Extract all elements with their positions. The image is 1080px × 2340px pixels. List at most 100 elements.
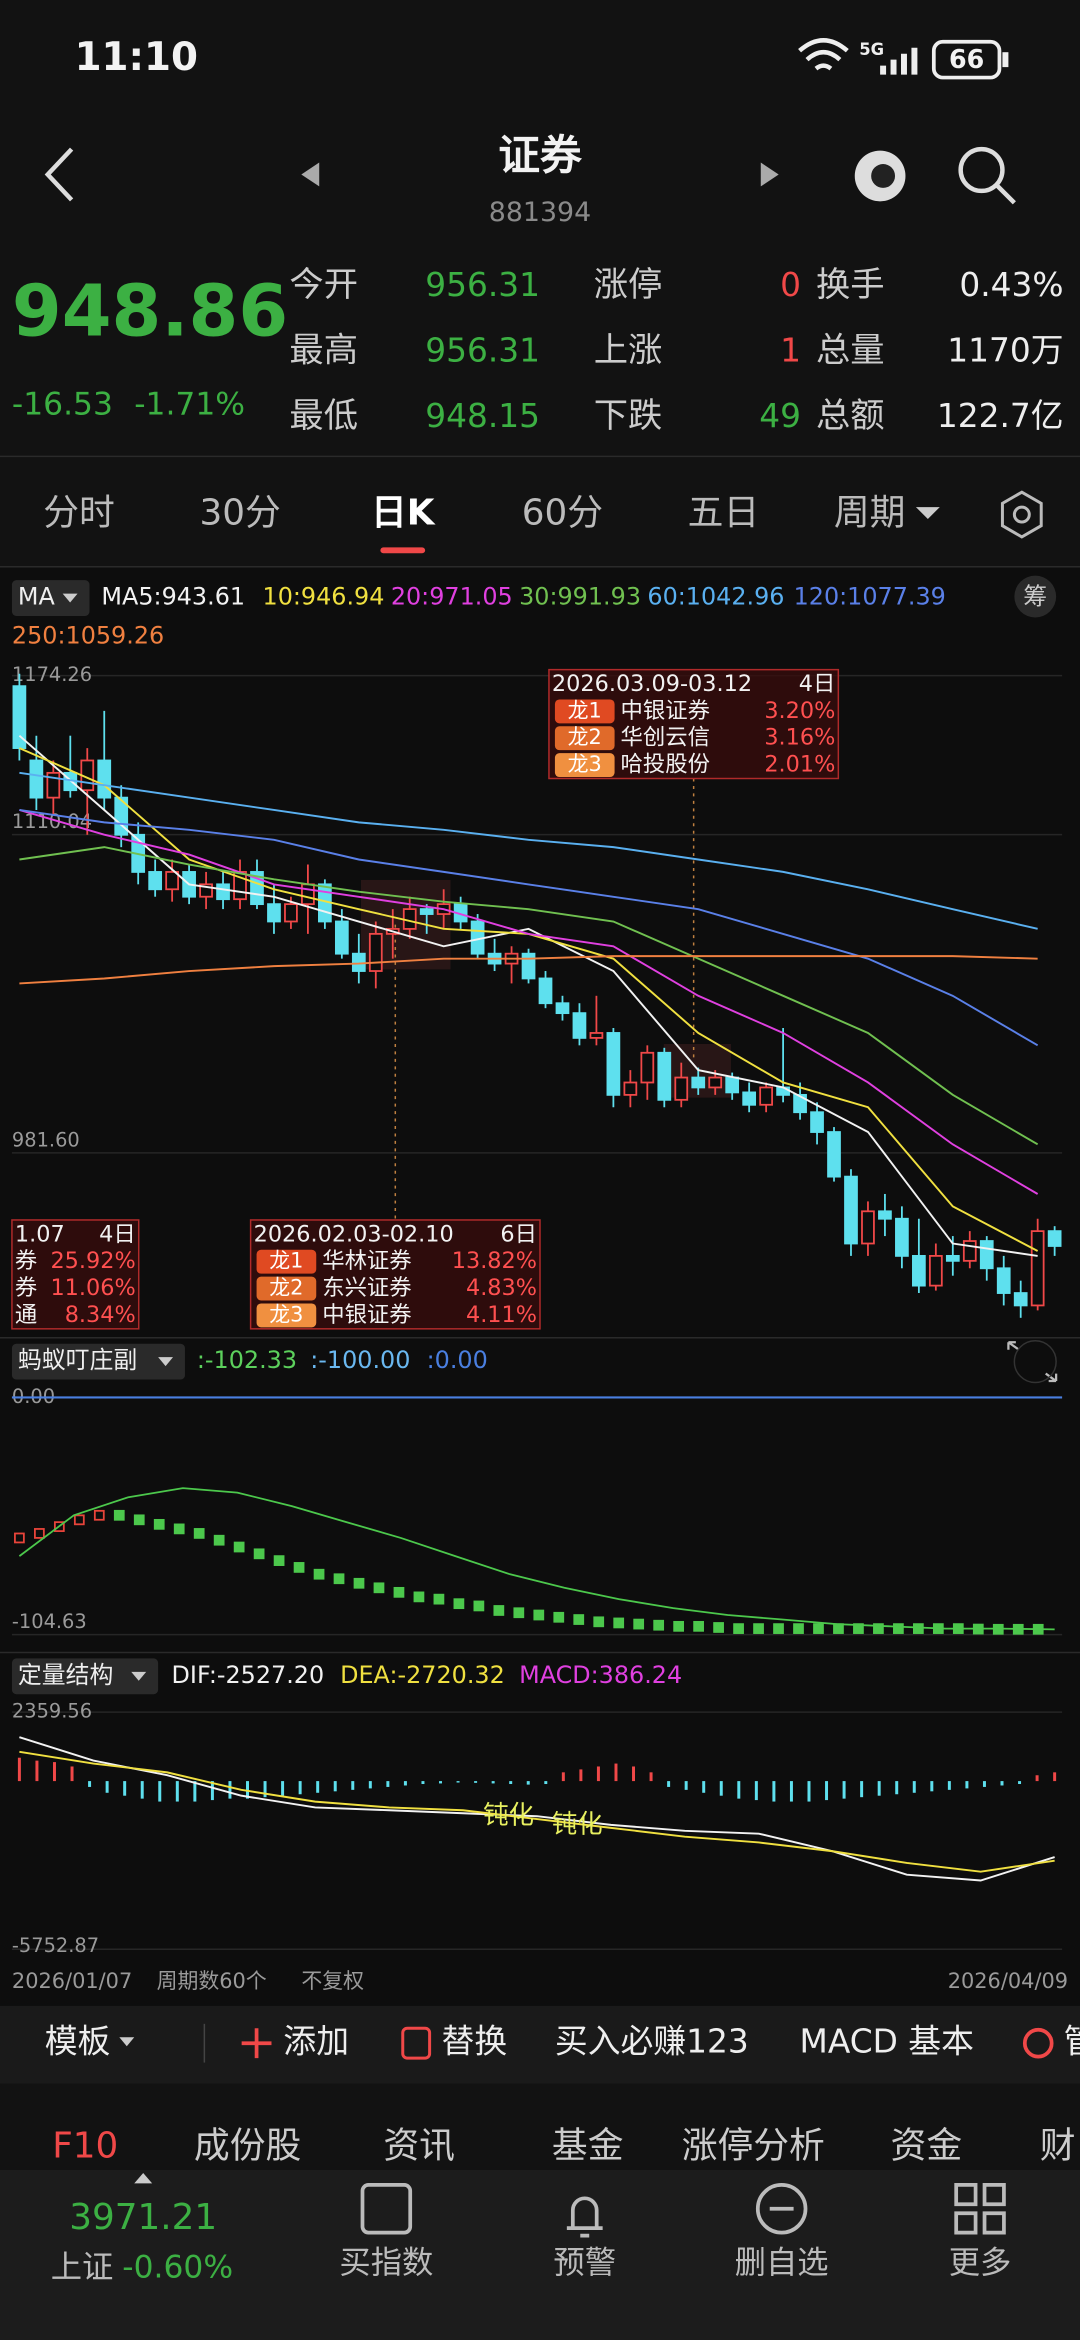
ma-line — [19, 771, 1038, 930]
indicator-dot — [73, 1514, 85, 1526]
lhb-name: 哈投股份 — [621, 752, 710, 778]
ma-line — [19, 955, 1038, 985]
candle-body — [725, 1076, 740, 1094]
rank-label: 龙1 — [269, 1249, 303, 1273]
back-button[interactable] — [44, 147, 74, 202]
battery-tip — [1002, 52, 1009, 68]
period-tab[interactable]: 日K — [371, 493, 436, 534]
candle-body — [368, 932, 383, 972]
macd-annotation: 钝化 — [483, 1800, 534, 1830]
indicator-dot — [873, 1623, 884, 1634]
indicator-title: 定量结构 — [18, 1661, 113, 1689]
nav-background — [0, 2169, 1080, 2340]
status-time: 11:10 — [75, 35, 198, 80]
candle-body — [996, 1267, 1011, 1294]
indicator-selector[interactable] — [11, 1658, 159, 1695]
f10-tab[interactable]: 基金 — [552, 2126, 624, 2167]
candle-body — [216, 883, 230, 901]
collapse-arrow[interactable] — [134, 2172, 153, 2184]
nav-item[interactable]: 预警 — [553, 2245, 616, 2281]
candle-body — [267, 903, 281, 923]
lhb-pct: 4.11% — [466, 1302, 537, 1328]
rank-label: 龙3 — [568, 752, 602, 776]
stat-value: 49 — [759, 397, 801, 435]
ma-line — [19, 809, 1039, 1047]
indicator-title: 蚂蚁叮庄副 — [18, 1346, 137, 1374]
candle-body — [793, 1093, 807, 1114]
macd-line — [19, 1736, 1055, 1882]
period-tab[interactable]: 周期 — [834, 493, 906, 534]
candle-body — [844, 1175, 858, 1245]
search-icon[interactable] — [958, 146, 1005, 194]
f10-tab[interactable]: 涨停分析 — [682, 2126, 825, 2167]
indicator-dot — [753, 1623, 764, 1634]
candle-body — [114, 796, 129, 836]
nav-item[interactable]: 更多 — [949, 2245, 1012, 2281]
chip-button[interactable] — [1014, 575, 1057, 618]
toolbar-button[interactable]: 管 — [1064, 2023, 1080, 2061]
rank-label: 龙2 — [568, 725, 602, 749]
f10-tab[interactable]: 成份股 — [194, 2126, 301, 2167]
toolbar-button[interactable]: 买入必赚123 — [555, 2023, 749, 2061]
lhb-name: 东兴证券 — [322, 1275, 411, 1301]
period-tab[interactable]: 30分 — [200, 493, 281, 534]
ma-legend: 10:946.94 — [263, 583, 385, 611]
toolbar-button[interactable]: MACD 基本 — [800, 2023, 974, 2061]
candle-body — [12, 685, 27, 749]
indicator-dot — [133, 1514, 145, 1526]
nav-item[interactable]: 删自选 — [735, 2245, 829, 2281]
indicator-selector[interactable] — [11, 1343, 185, 1380]
period-tab[interactable]: 60分 — [522, 493, 603, 534]
indicator-dot — [793, 1623, 804, 1634]
macd-line — [19, 1750, 1055, 1873]
indicator-dot — [573, 1614, 585, 1625]
toolbar-button[interactable]: 添加 — [283, 2023, 349, 2061]
indicator-dot — [673, 1620, 685, 1632]
indicator-dot — [33, 1528, 45, 1539]
lhb-pct: 2.01% — [764, 752, 835, 778]
candle-body — [148, 871, 163, 891]
dropdown-arrow — [915, 507, 940, 520]
stat-label: 最高 — [289, 330, 358, 370]
index-name: 上证 — [51, 2249, 114, 2285]
prev-button[interactable] — [301, 162, 320, 187]
period-tab[interactable]: 五日 — [688, 493, 760, 534]
stat-label: 上涨 — [594, 330, 663, 370]
rank-label: 龙1 — [568, 698, 602, 722]
indicator-dot — [533, 1609, 545, 1621]
lhb-period: 1.07 — [15, 1221, 65, 1247]
settings-icon[interactable] — [1000, 490, 1043, 539]
stat-value: 1170万 — [947, 331, 1063, 369]
candle-body — [97, 759, 112, 799]
stat-label: 总额 — [816, 396, 885, 436]
expand-button[interactable] — [1013, 1340, 1057, 1384]
expand-icon[interactable] — [1007, 1341, 1058, 1383]
f10-tab[interactable]: 资金 — [891, 2126, 963, 2167]
f10-tab[interactable]: 财 — [1040, 2126, 1076, 2167]
stat-value: 956.31 — [425, 331, 540, 369]
stat-label: 最低 — [289, 396, 358, 436]
candle-body — [674, 1076, 689, 1101]
stock-name: 证券 — [498, 131, 583, 180]
lhb-name: 华创云信 — [621, 725, 710, 751]
next-button[interactable] — [760, 162, 779, 187]
f10-tab[interactable]: 资讯 — [383, 2126, 455, 2167]
f10-tab[interactable]: F10 — [52, 2126, 118, 2167]
lhb-box — [11, 1219, 140, 1330]
alert-icon — [566, 2196, 603, 2238]
indicator-dot — [213, 1534, 225, 1546]
toolbar-button[interactable]: 替换 — [442, 2023, 508, 2061]
period-count: 周期数60个 — [157, 1969, 267, 1993]
stock-code: 881394 — [489, 197, 591, 228]
ma-line — [19, 809, 1039, 1195]
dropdown-arrow — [158, 1357, 174, 1367]
toolbar-button[interactable]: 模板 — [45, 2023, 111, 2061]
nav-item[interactable]: 买指数 — [339, 2245, 433, 2281]
ma-legend: 30:991.93 — [519, 583, 641, 611]
period-tab[interactable]: 分时 — [43, 493, 115, 534]
wifi-icon — [798, 38, 849, 71]
index-change: -0.60% — [122, 2249, 233, 2285]
ma-selector[interactable] — [11, 580, 90, 616]
indicator-dot — [513, 1607, 525, 1619]
lhb-pct: 8.34% — [65, 1302, 136, 1328]
